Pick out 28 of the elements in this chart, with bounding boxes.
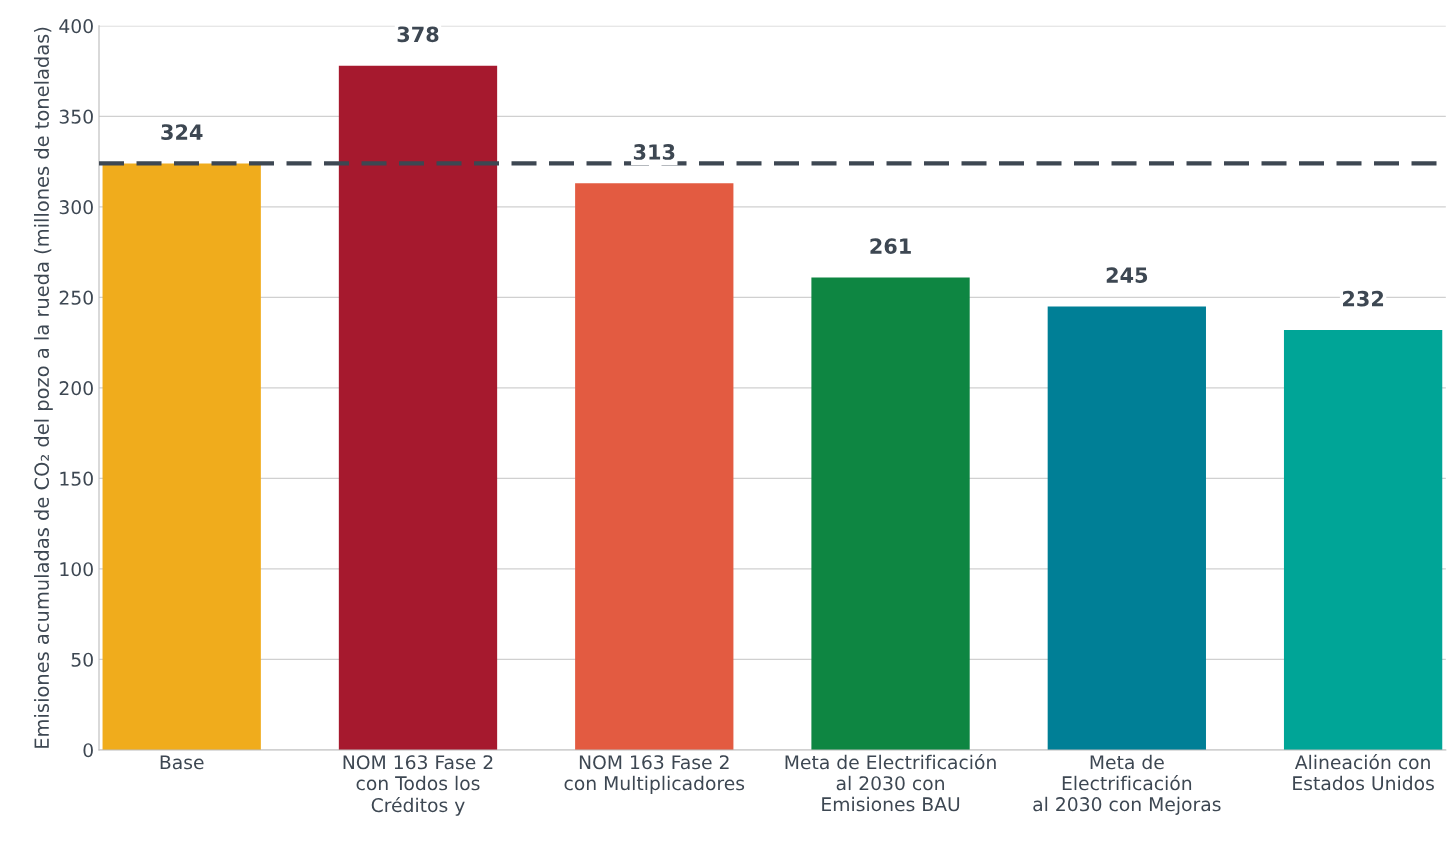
y-tick-label: 150	[60, 471, 93, 486]
y-tick-label: 300	[59, 200, 93, 215]
y-tick-label: 350	[59, 109, 93, 124]
y-tick-label: 100	[60, 562, 93, 577]
bar	[1283, 329, 1443, 750]
y-tick-label: 0	[83, 743, 93, 758]
x-tick-label: Base	[160, 755, 204, 770]
y-tick-label: 250	[59, 290, 93, 305]
data-label: 232	[1343, 290, 1384, 307]
x-tick-label: Meta de Electrificación al 2030 con Emisiones BAU	[785, 754, 996, 812]
x-tick-label: Meta de Electrificación al 2030 con Mejoras	[1033, 754, 1221, 815]
bar	[338, 65, 498, 750]
data-label: 313	[633, 144, 675, 160]
x-tick-label: NOM 163 Fase 2 con Multiplicadores	[564, 755, 745, 794]
y-tick-label: 400	[59, 19, 93, 34]
x-tick-label: Alineación con Estados Unidos	[1293, 754, 1434, 791]
y-tick-label: 200	[59, 381, 93, 396]
bar	[575, 183, 734, 750]
y-tick-label: 50	[71, 652, 93, 667]
data-label: 245	[1106, 267, 1148, 283]
bar	[1047, 306, 1206, 750]
data-label: 378	[397, 26, 439, 43]
data-label: 261	[870, 238, 911, 254]
bar	[811, 277, 970, 750]
x-tick-label: NOM 163 Fase 2 con Todos los Créditos y	[343, 755, 493, 816]
bar	[102, 163, 261, 750]
data-label: 324	[161, 124, 203, 140]
y-axis-title: Emisiones acumuladas de CO₂ del pozo a la rueda (millones de toneladas)	[33, 27, 53, 748]
